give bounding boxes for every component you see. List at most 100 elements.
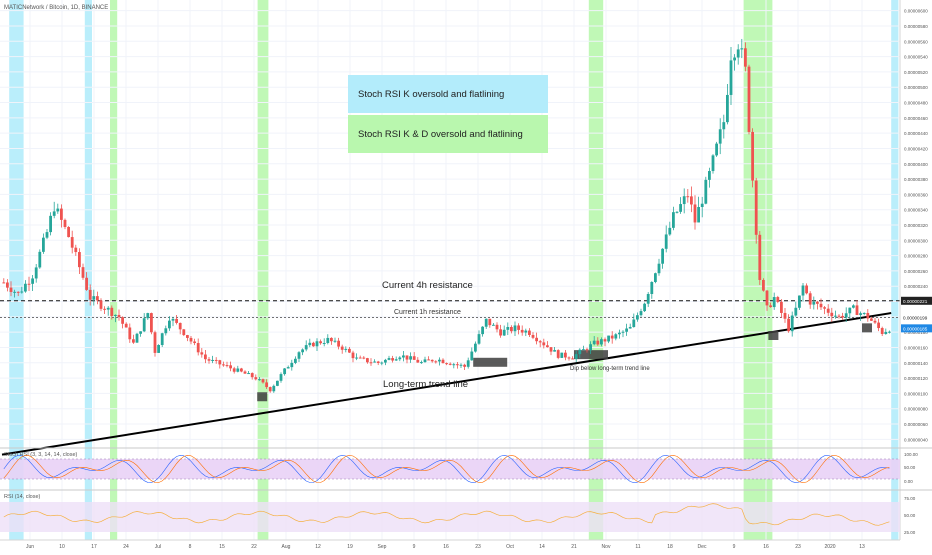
- candle-body: [250, 373, 254, 378]
- candle-body: [351, 352, 355, 359]
- time-tick-label: 21: [571, 544, 577, 550]
- candle-body: [884, 331, 888, 335]
- candle-body: [564, 352, 567, 358]
- candle-body: [243, 371, 247, 374]
- candle-body: [553, 350, 556, 352]
- candle-body: [322, 342, 326, 344]
- candle-body: [726, 94, 729, 123]
- time-tick-label: Sep: [378, 544, 387, 550]
- time-tick-label: 22: [251, 544, 257, 550]
- badge-4h-bg: [901, 296, 932, 305]
- candle-body: [225, 365, 229, 367]
- candle-body: [528, 330, 531, 335]
- candle-body: [110, 307, 114, 316]
- candle-body: [718, 129, 722, 144]
- candle-body: [60, 208, 63, 220]
- time-tick-label: Dec: [698, 544, 707, 550]
- candle-body: [661, 248, 664, 264]
- candle-body: [693, 204, 697, 223]
- candle-body: [690, 196, 693, 205]
- stoch-k-zone: [891, 0, 899, 540]
- candle-body: [762, 279, 765, 291]
- legend-k-label: Stoch RSI K oversold and flatlining: [358, 89, 504, 100]
- oversold-zones: [9, 0, 899, 540]
- time-tick-label: 14: [539, 544, 545, 550]
- candle-body: [470, 351, 474, 361]
- candle-body: [103, 308, 106, 310]
- time-tick-label: Aug: [282, 544, 291, 550]
- candle-body: [384, 359, 387, 363]
- candle-body: [495, 324, 499, 330]
- candle-body: [376, 361, 380, 363]
- candle-body: [538, 341, 542, 343]
- candle-body: [805, 285, 808, 294]
- candle-body: [362, 357, 366, 359]
- candle-body: [481, 326, 484, 335]
- time-tick-label: 16: [443, 544, 449, 550]
- candle-body: [744, 48, 747, 67]
- candle-body: [358, 357, 362, 359]
- candle-body: [686, 196, 690, 198]
- rsi-tick-label: 25.00: [904, 530, 916, 535]
- candle-body: [672, 212, 675, 228]
- candle-body: [63, 219, 67, 227]
- candle-body: [434, 361, 438, 363]
- candle-body: [607, 335, 610, 342]
- candle-body: [625, 328, 628, 332]
- candle-body: [837, 315, 841, 317]
- legend-kd-label: Stoch RSI K & D oversold and flatlining: [358, 129, 523, 140]
- candle-body: [740, 48, 744, 50]
- candle-body: [830, 312, 834, 317]
- candle-body: [247, 373, 250, 375]
- candle-body: [639, 311, 643, 316]
- legend-kd-box: [348, 115, 548, 153]
- candle-body: [560, 352, 564, 358]
- candle-body: [459, 364, 463, 366]
- candle-body: [682, 196, 686, 205]
- time-tick-label: Jul: [155, 544, 161, 550]
- candle-body: [643, 303, 646, 312]
- candle-body: [776, 297, 780, 302]
- candle-body: [261, 379, 265, 383]
- candle-body: [85, 277, 88, 290]
- candle-body: [279, 374, 283, 381]
- price-tick-label: 0.00000420: [904, 146, 928, 151]
- candle-body: [603, 339, 607, 342]
- rsi-tick-label: 75.00: [904, 496, 916, 501]
- stoch-d-line: [3, 454, 890, 484]
- time-tick-label: 15: [219, 544, 225, 550]
- candle-body: [153, 332, 157, 353]
- candle-body: [614, 334, 618, 339]
- candle-body: [272, 385, 276, 392]
- touch-marker: [574, 350, 608, 360]
- candle-body: [92, 296, 96, 300]
- candle-body: [657, 263, 661, 274]
- time-tick-label: 12: [315, 544, 321, 550]
- candle-body: [24, 283, 27, 292]
- price-tick-label: 0.00000340: [904, 208, 928, 213]
- candle-body: [520, 329, 524, 333]
- price-tick-label: 0.00000040: [904, 437, 928, 442]
- candle-body: [596, 340, 600, 345]
- price-tick-label: 0.00000240: [904, 284, 928, 289]
- time-tick-label: 19: [347, 544, 353, 550]
- price-tick-label: 0.00000580: [904, 24, 928, 29]
- candle-body: [772, 297, 776, 308]
- candle-body: [254, 377, 258, 380]
- candle-body: [441, 359, 445, 364]
- resistance-1h-label: Current 1h resistance: [394, 309, 461, 316]
- stoch-k-zone: [9, 0, 24, 540]
- touch-marker: [473, 357, 508, 367]
- candle-body: [812, 301, 816, 305]
- candle-body: [412, 356, 416, 360]
- time-tick-label: 23: [475, 544, 481, 550]
- candle-body: [391, 358, 394, 361]
- candle-body: [258, 379, 261, 381]
- stoch-kd-zone: [110, 0, 118, 540]
- candle-body: [589, 344, 592, 351]
- badge-last-bg: [901, 324, 932, 333]
- candle-body: [34, 267, 38, 279]
- price-tick-label: 0.00000520: [904, 70, 928, 75]
- candle-body: [549, 347, 553, 352]
